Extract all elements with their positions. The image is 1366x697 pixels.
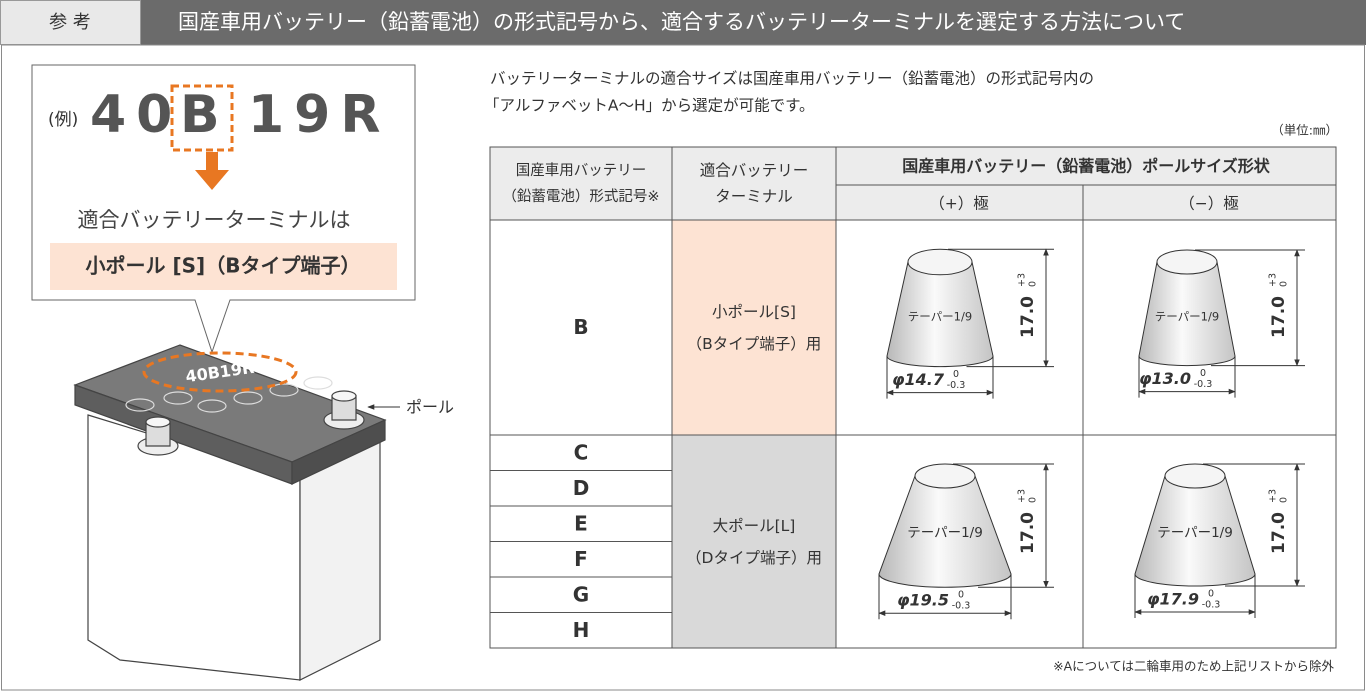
height-label: 17.0 <box>1018 296 1038 338</box>
example-code: 40 <box>90 85 182 145</box>
cone <box>1138 261 1236 367</box>
height-tolerance: 0 <box>1279 497 1290 503</box>
battery-code: F <box>574 547 588 571</box>
taper-label: テーパー1/9 <box>1157 525 1233 541</box>
diameter-tolerance: -0.3 <box>1202 600 1221 611</box>
terminal: 大ポール[L] <box>713 517 796 535</box>
example-caption: 適合バッテリーターミナルは <box>78 208 351 232</box>
diameter-label: φ17.9 <box>1147 590 1199 609</box>
arrow <box>195 152 229 190</box>
diameter-label: φ19.5 <box>897 591 949 610</box>
cone-top <box>1156 249 1218 275</box>
diameter-tolerance: 0 <box>953 369 959 380</box>
diameter-tolerance: -0.3 <box>947 380 966 391</box>
height-dimension: 17.0 +3 0 <box>1017 273 1039 338</box>
battery-code: D <box>573 476 590 500</box>
header-bar <box>0 0 1366 45</box>
taper-label: テーパー1/9 <box>908 310 972 324</box>
header-title: 国産車用バッテリー（鉛蓄電池）の形式記号から、適合するバッテリーターミナルを選定… <box>178 10 1185 34</box>
result-box <box>50 243 397 290</box>
example-prefix: (例) <box>48 110 78 130</box>
table-header: 国産車用バッテリー <box>516 162 647 179</box>
intro-line: 「アルファベットA〜H」から選定が可能です。 <box>484 97 815 115</box>
diameter-tolerance: 0 <box>1200 368 1206 379</box>
pole-label: ポール <box>406 398 454 417</box>
terminal: 小ポール[S] <box>712 303 796 321</box>
cone-top <box>907 248 973 276</box>
height-value: 17.0 <box>1018 512 1038 554</box>
terminal: （Bタイプ端子）用 <box>687 335 822 353</box>
height-dimension: 17.0 +3 0 <box>1268 273 1290 338</box>
height-tolerance: +3 <box>1017 489 1028 503</box>
height-label: 17.0 <box>1269 512 1289 554</box>
highlight-box <box>170 84 234 152</box>
header-label-box <box>0 0 141 45</box>
table-header: 国産車用バッテリー（鉛蓄電池）ポールサイズ形状 <box>902 157 1271 176</box>
table-header: 適合バッテリー <box>700 162 809 180</box>
diameter-label: φ14.7 <box>892 370 945 389</box>
terminal: （Dタイプ端子）用 <box>686 549 822 567</box>
table-header: ターミナル <box>715 188 793 206</box>
height-tolerance: 0 <box>1028 281 1039 287</box>
table-header: （鉛蓄電池）形式記号※ <box>502 188 659 205</box>
battery-code: H <box>573 618 590 642</box>
intro-line: バッテリーターミナルの適合サイズは国産車用バッテリー（鉛蓄電池）の形式記号内の <box>490 70 1094 88</box>
cone <box>878 475 1012 588</box>
cone <box>886 261 994 368</box>
example-code: B <box>180 85 220 145</box>
example-result: 小ポール [S]（Bタイプ端子） <box>86 254 361 278</box>
diameter-tolerance: -0.3 <box>952 601 971 612</box>
example-code: 19R <box>248 85 390 145</box>
table-header: （+）極 <box>929 195 989 213</box>
diameter-tolerance: 0 <box>958 590 964 601</box>
height-value: 17.0 <box>1269 512 1289 554</box>
footnote: ※Aについては二輪車用のため上記リストから除外 <box>1053 659 1334 674</box>
height-value: 17.0 <box>1269 296 1289 338</box>
battery-code: C <box>574 440 589 464</box>
height-label: 17.0 <box>1018 512 1038 554</box>
battery-illustration <box>73 344 387 681</box>
unit: （単位:㎜） <box>1271 123 1338 138</box>
height-tolerance: 0 <box>1279 281 1290 287</box>
height-dimension: 17.0 +3 0 <box>1268 489 1290 554</box>
frame <box>1 44 1365 691</box>
diameter-tolerance: -0.3 <box>1194 379 1213 390</box>
taper-label: テーパー1/9 <box>1155 310 1219 324</box>
battery-code: G <box>573 582 589 606</box>
height-dimension: 17.0 +3 0 <box>1017 489 1039 554</box>
cone <box>1134 475 1256 587</box>
diameter-label: φ13.0 <box>1139 369 1191 388</box>
height-value: 17.0 <box>1018 296 1038 338</box>
header-label: 参 考 <box>49 12 91 33</box>
cone-top <box>914 463 976 489</box>
table: 国産車用バッテリー （鉛蓄電池）形式記号※ 適合バッテリー ターミナル 国産車用… <box>489 146 1337 649</box>
height-tolerance: +3 <box>1268 489 1279 503</box>
height-tolerance: 0 <box>1028 497 1039 503</box>
battery-code: E <box>574 511 588 535</box>
code-highlight <box>142 351 298 393</box>
battery-code: B <box>573 315 588 339</box>
height-tolerance: +3 <box>1017 273 1028 287</box>
table-header: （−）極 <box>1179 195 1239 213</box>
height-label: 17.0 <box>1269 296 1289 338</box>
diameter-tolerance: 0 <box>1208 589 1214 600</box>
height-tolerance: +3 <box>1268 273 1279 287</box>
cone-top <box>1164 463 1226 489</box>
taper-label: テーパー1/9 <box>907 525 983 541</box>
